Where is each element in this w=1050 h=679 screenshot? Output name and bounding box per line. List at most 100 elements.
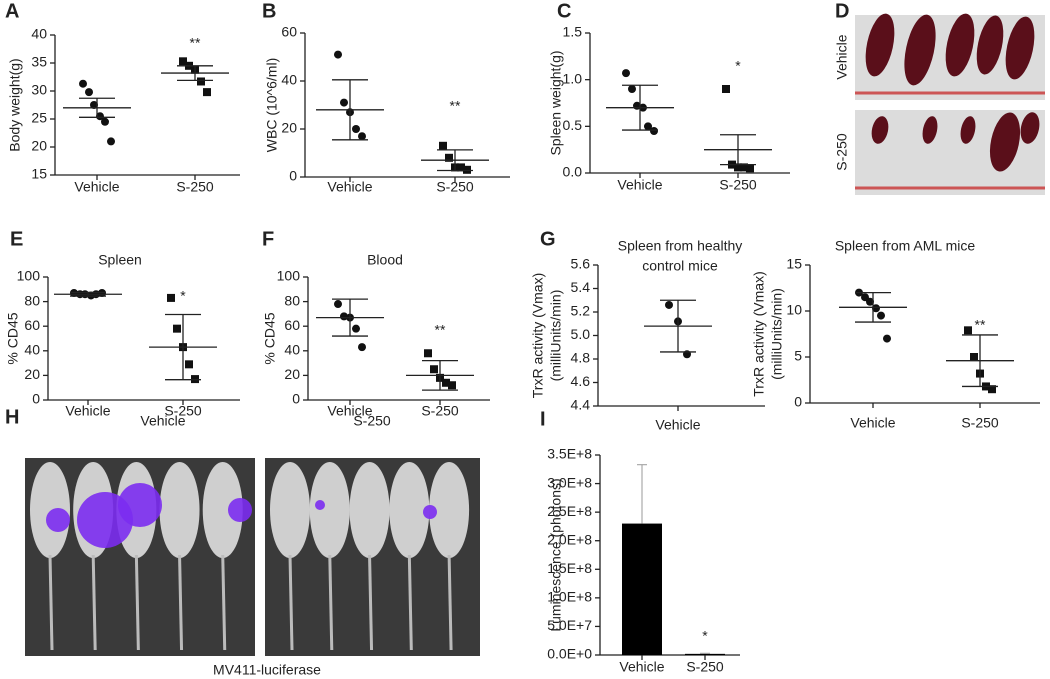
data-point <box>448 381 456 390</box>
data-point <box>96 112 104 121</box>
error-bar <box>700 652 710 654</box>
y-tick-label: 35 <box>31 54 47 70</box>
significance: ** <box>190 35 201 51</box>
spleen <box>1005 16 1035 80</box>
data-point <box>734 163 742 172</box>
data-point <box>107 137 115 146</box>
y-tick-label: 60 <box>284 317 300 333</box>
data-point <box>746 164 754 173</box>
y-tick-label: 10 <box>786 302 802 318</box>
y-tick-label: 5 <box>794 348 802 364</box>
y-tick-label: 0.0 <box>563 164 583 180</box>
data-point <box>883 334 891 343</box>
panel-letter: G <box>540 228 556 250</box>
data-point <box>340 98 348 107</box>
chart-title: control mice <box>642 258 718 274</box>
data-point <box>439 141 447 150</box>
signal <box>315 500 325 510</box>
error-bar <box>165 313 201 381</box>
panel-letter: H <box>5 406 19 428</box>
data-point <box>101 117 109 126</box>
y-tick-label: 0 <box>794 394 802 410</box>
data-point <box>650 127 658 135</box>
spleen <box>976 15 1004 75</box>
x-tick-label: S-250 <box>421 403 459 419</box>
y-tick-label: 80 <box>284 292 300 308</box>
mouse-tail <box>91 554 97 651</box>
y-tick-label: 30 <box>31 82 47 98</box>
y-tick-label: 0.0E+0 <box>547 646 592 662</box>
mouse-tail <box>368 554 374 651</box>
data-point <box>352 324 360 333</box>
y-tick-label: 5.0E+7 <box>547 617 592 633</box>
significance: * <box>702 628 708 644</box>
mouse-body <box>429 462 470 558</box>
spleen <box>904 14 936 86</box>
y-tick-label: 2.5E+8 <box>547 503 592 519</box>
data-point <box>185 360 193 369</box>
significance: ** <box>435 322 446 338</box>
y-tick-label: 80 <box>24 292 40 308</box>
mouse-body <box>30 462 70 558</box>
panel-letter: I <box>540 408 546 430</box>
error-bar <box>622 84 658 131</box>
y-tick-label: 0 <box>292 391 300 407</box>
data-point <box>197 77 205 86</box>
y-tick-label: 4.8 <box>571 350 591 366</box>
data-point <box>866 297 874 306</box>
y-axis-label: % CD45 <box>5 312 21 364</box>
data-point <box>877 311 885 320</box>
data-point <box>644 122 652 131</box>
x-tick-label: S-250 <box>719 177 757 193</box>
panel-letter: F <box>262 228 274 250</box>
y-tick-label: 40 <box>281 72 297 88</box>
y-tick-label: 5.0 <box>571 326 591 342</box>
y-tick-label: 20 <box>31 138 47 154</box>
significance: * <box>180 288 186 304</box>
data-point <box>872 304 880 313</box>
mouse-body <box>349 462 390 558</box>
chart-title: Spleen from healthy <box>618 238 743 254</box>
y-tick-label: 60 <box>281 24 297 40</box>
y-tick-label: 25 <box>31 110 47 126</box>
y-tick-label: 15 <box>31 166 47 182</box>
y-axis-label: TrxR activity (Vmax) <box>751 271 767 396</box>
y-tick-label: 0 <box>32 391 40 407</box>
y-tick-label: 5.2 <box>571 303 591 319</box>
signal <box>228 498 252 522</box>
data-point <box>964 326 972 335</box>
signal <box>423 505 437 519</box>
mouse-body <box>389 462 430 558</box>
mouse-tail <box>447 554 453 651</box>
y-tick-label: 0.5 <box>563 117 583 133</box>
panel-letter: C <box>557 0 571 22</box>
data-point <box>430 365 438 374</box>
y-tick-label: 60 <box>24 317 40 333</box>
x-tick-label: S-250 <box>176 179 214 195</box>
spleen <box>865 13 895 77</box>
y-tick-label: 1.0 <box>563 70 583 86</box>
chart-title: Spleen from AML mice <box>835 238 976 254</box>
y-tick-label: 0 <box>289 168 297 184</box>
data-point <box>445 153 453 162</box>
data-point <box>340 312 348 321</box>
x-tick-label: Vehicle <box>65 403 110 419</box>
y-tick-label: 40 <box>31 26 47 42</box>
data-point <box>334 50 342 59</box>
significance: ** <box>450 98 461 114</box>
group-label: Vehicle <box>140 413 185 429</box>
y-tick-label: 20 <box>281 120 297 136</box>
data-point <box>167 293 175 302</box>
data-point <box>179 57 187 66</box>
y-tick-label: 2.0E+8 <box>547 531 592 547</box>
y-tick-label: 1.0E+8 <box>547 589 592 605</box>
y-tick-label: 40 <box>24 342 40 358</box>
signal <box>118 483 162 527</box>
panel-letter: D <box>835 0 849 22</box>
error-bar <box>660 299 696 353</box>
mouse-tail <box>134 554 140 651</box>
y-axis-label: Body weight(g) <box>7 58 23 151</box>
significance: ** <box>975 317 986 333</box>
y-tick-label: 1.5 <box>563 24 583 40</box>
mouse-tail <box>407 554 413 651</box>
